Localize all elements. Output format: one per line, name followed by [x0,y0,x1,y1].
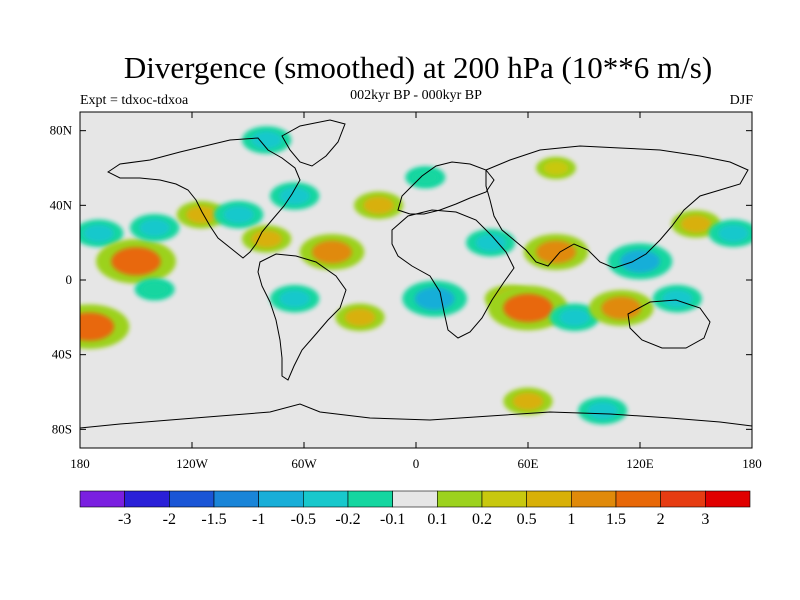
anomaly-core [543,160,569,176]
anomaly-core [312,240,352,264]
colorbar-swatch [526,490,572,508]
colorbar-swatch [571,490,617,508]
anomaly-core [718,224,749,243]
lon-tick-label: 180 [70,456,90,471]
coastline-antarctica [80,403,752,429]
lon-tick-label: 60E [518,456,539,471]
coastlines [80,119,752,429]
colorbar-swatch [392,490,438,508]
coastline-asia [485,145,749,269]
map-axes: 80N 40N 0 40S 80S 180 120W 60W 0 60E 120E 180 [50,112,762,471]
lon-tick-label: 60W [291,456,317,471]
coastline-australia [627,299,711,349]
anomaly-core [680,215,712,233]
chart-title: Divergence (smoothed) at 200 hPa (10**6 … [123,50,713,85]
colorbar-label: -0.1 [380,511,405,528]
colorbar-label: 1 [567,511,575,528]
coastline-north-america [107,137,301,259]
colorbar-label: -1 [252,511,265,528]
anomaly-core [503,293,553,323]
lon-tick-label: 180 [742,456,762,471]
colorbar-swatch [481,490,527,508]
colorbar-label: -0.5 [291,511,316,528]
colorbar-label: 1.5 [606,511,626,528]
anomaly-core [279,187,310,205]
colorbar-label: -1.5 [201,511,226,528]
colorbar-label: 2 [657,511,665,528]
anomaly-core [662,289,693,308]
anomaly-core [139,219,170,237]
lat-tick-label: 80N [50,123,73,138]
colorbar-label: 3 [701,511,709,528]
anomaly-core [536,240,576,264]
lat-tick-label: 40S [52,347,72,362]
anomaly-core [186,205,217,224]
colorbar-swatch [437,490,483,508]
lon-tick-label: 120E [626,456,654,471]
colorbar-swatch [169,490,215,508]
period-subtitle: 002kyr BP - 000kyr BP [350,88,482,103]
anomaly-core [559,308,590,327]
divergence-field [80,126,752,425]
colorbar-label: -2 [163,511,176,528]
anomaly-core [279,289,310,308]
lon-tick-label: 0 [413,456,420,471]
colorbar-swatch [660,490,706,508]
colorbar-label: 0.1 [427,511,447,528]
colorbar-swatch [303,490,349,508]
anomaly-core [344,308,376,327]
map-background [80,112,752,448]
colorbar-swatch [124,490,170,508]
season-subtitle: DJF [729,93,753,108]
colorbar-swatch [258,490,304,508]
colorbar-swatch [213,490,259,508]
anomaly-core [83,224,114,243]
anomaly-core [363,196,394,215]
colorbar-label: -0.2 [335,511,360,528]
anomaly-core [251,230,282,248]
colorbar-swatch [615,490,661,508]
anomaly-core [223,205,254,224]
anomaly-core [412,170,438,185]
coastline-africa [391,209,515,339]
colorbar-label: 0.2 [472,511,492,528]
lat-tick-label: 40N [50,197,73,212]
anomaly-core [251,131,282,149]
experiment-subtitle: Expt = tdxoc-tdxoa [80,93,189,108]
anomaly-core [512,392,544,411]
anomaly-core [414,287,455,311]
anomaly-core [111,247,161,276]
lat-tick-label: 0 [66,272,73,287]
colorbar: -3 -2 -1.5 -1 -0.5 -0.2 -0.1 0.1 0.2 0.5 1 1.5 2 3 [79,490,751,528]
anomaly-core [620,249,660,273]
lon-tick-label: 120W [176,456,209,471]
anomaly-core [601,296,642,320]
anomaly-core [142,282,168,297]
coastline-greenland [281,119,346,167]
anomaly-core [475,233,506,252]
colorbar-label: 0.5 [517,511,537,528]
coastline-europe [397,161,495,215]
colorbar-label: -3 [118,511,131,528]
colorbar-swatch [79,490,125,508]
anomaly-core [80,312,115,341]
colorbar-swatch [347,490,393,508]
lat-tick-label: 80S [52,421,72,436]
coastline-south-america [257,253,347,381]
colorbar-swatch [705,490,751,508]
anomaly-core [587,401,618,420]
